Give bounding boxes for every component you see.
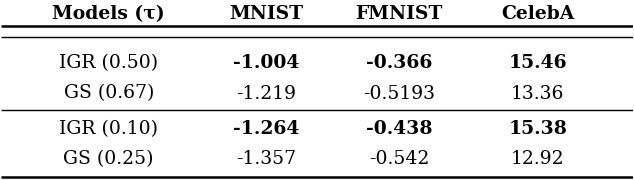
Text: 15.38: 15.38: [508, 120, 567, 138]
Text: -1.219: -1.219: [236, 85, 297, 103]
Text: FMNIST: FMNIST: [356, 5, 443, 23]
Text: -0.5193: -0.5193: [363, 85, 435, 103]
Text: GS (0.67): GS (0.67): [63, 85, 154, 103]
Text: IGR (0.10): IGR (0.10): [59, 120, 158, 138]
Text: 15.46: 15.46: [508, 54, 567, 72]
Text: IGR (0.50): IGR (0.50): [59, 54, 158, 72]
Text: -0.542: -0.542: [369, 150, 429, 168]
Text: GS (0.25): GS (0.25): [63, 150, 154, 168]
Text: -1.004: -1.004: [233, 54, 300, 72]
Text: 13.36: 13.36: [511, 85, 565, 103]
Text: -0.438: -0.438: [366, 120, 432, 138]
Text: -0.366: -0.366: [366, 54, 432, 72]
Text: 12.92: 12.92: [511, 150, 565, 168]
Text: Models (τ): Models (τ): [53, 5, 165, 23]
Text: -1.264: -1.264: [233, 120, 300, 138]
Text: MNIST: MNIST: [230, 5, 304, 23]
Text: -1.357: -1.357: [236, 150, 297, 168]
Text: CelebA: CelebA: [501, 5, 574, 23]
